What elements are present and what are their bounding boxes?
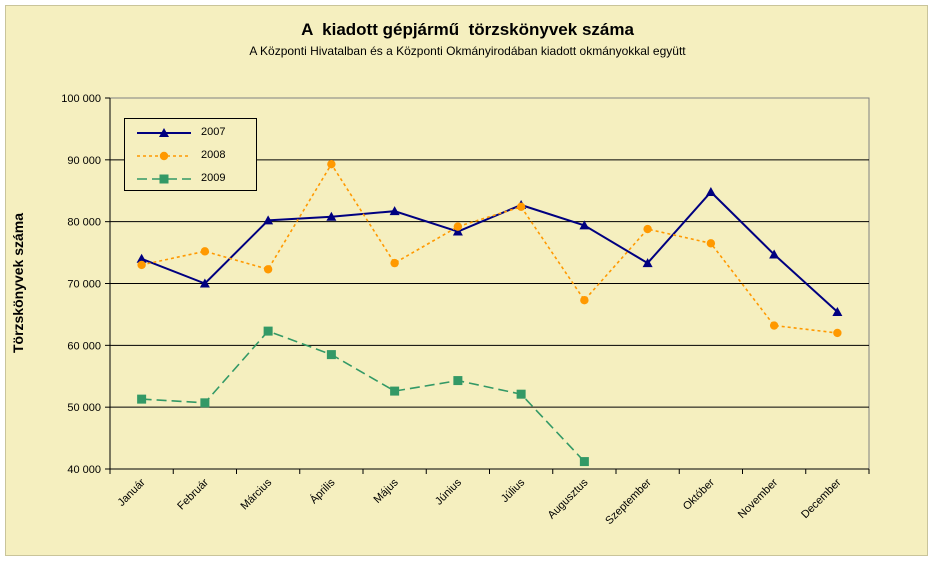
- data-point: [769, 249, 780, 259]
- x-tick-label: Július: [499, 476, 528, 505]
- legend-swatch: [137, 128, 191, 137]
- y-tick-label: 50 000: [67, 402, 101, 414]
- data-point: [200, 398, 210, 408]
- data-point: [453, 376, 463, 386]
- x-tick-label: Június: [433, 476, 464, 507]
- data-point: [200, 247, 210, 256]
- data-point: [580, 295, 589, 305]
- chart-subtitle: A Központi Hivatalban és a Központi Okmá…: [249, 44, 686, 58]
- x-tick-label: Február: [175, 476, 211, 512]
- data-point: [833, 328, 842, 338]
- data-point: [263, 265, 273, 274]
- data-point: [390, 386, 400, 396]
- y-tick-label: 70 000: [67, 279, 101, 291]
- data-point: [390, 258, 399, 268]
- data-point: [832, 306, 843, 316]
- y-tick-label: 60 000: [67, 340, 101, 352]
- data-point: [452, 226, 463, 236]
- chart-title: A kiadott gépjármű törzskönyvek száma: [301, 20, 634, 39]
- legend-item-0: 2007: [125, 123, 256, 143]
- data-point: [389, 206, 400, 216]
- data-point: [769, 321, 779, 330]
- x-tick-label: November: [736, 476, 781, 521]
- data-point: [327, 159, 336, 169]
- data-point: [326, 350, 336, 360]
- data-point: [706, 239, 716, 248]
- series-line: [141, 190, 839, 313]
- x-tick-label: Augusztus: [546, 476, 591, 521]
- y-tick-label: 40 000: [67, 464, 101, 476]
- data-point: [516, 389, 526, 399]
- x-tick-label: Január: [115, 476, 148, 509]
- data-point: [326, 211, 337, 221]
- legend-label: 2009: [201, 172, 226, 184]
- y-tick-label: 80 000: [67, 217, 101, 229]
- data-point: [579, 220, 590, 230]
- x-tick-label: Szeptember: [603, 476, 654, 527]
- x-tick-label: Május: [372, 476, 402, 506]
- series-line: [141, 162, 838, 334]
- series-0: [136, 186, 843, 316]
- legend: 2007 2008 2009: [124, 118, 257, 191]
- data-point: [263, 326, 273, 336]
- legend-label: 2007: [201, 126, 226, 138]
- legend-label: 2008: [201, 149, 226, 161]
- y-tick-label: 90 000: [67, 155, 101, 167]
- data-point: [642, 258, 653, 268]
- data-point: [199, 278, 210, 288]
- x-tick-label: Március: [239, 476, 275, 512]
- x-tick-label: Október: [681, 476, 717, 512]
- data-point: [137, 260, 146, 270]
- legend-swatch: [137, 174, 191, 184]
- data-point: [516, 202, 526, 212]
- axes: [105, 97, 870, 474]
- series-line: [141, 330, 585, 463]
- legend-item-2: 2009: [125, 169, 256, 189]
- legend-item-1: 2008: [125, 146, 256, 166]
- data-point: [643, 224, 652, 234]
- series-1: [137, 159, 842, 338]
- data-point: [705, 186, 716, 196]
- data-point: [159, 128, 169, 137]
- x-tick-label: December: [799, 476, 844, 521]
- data-point: [159, 174, 169, 184]
- data-point: [453, 222, 463, 231]
- series-lines: [136, 159, 843, 467]
- data-point: [579, 457, 589, 467]
- legend-swatch: [137, 151, 191, 161]
- data-point: [263, 215, 274, 225]
- data-point: [159, 151, 169, 161]
- data-point: [137, 394, 147, 404]
- x-tick-label: Április: [307, 476, 338, 507]
- data-point: [136, 253, 147, 263]
- y-tick-label: 100 000: [61, 93, 101, 105]
- series-2: [137, 326, 589, 467]
